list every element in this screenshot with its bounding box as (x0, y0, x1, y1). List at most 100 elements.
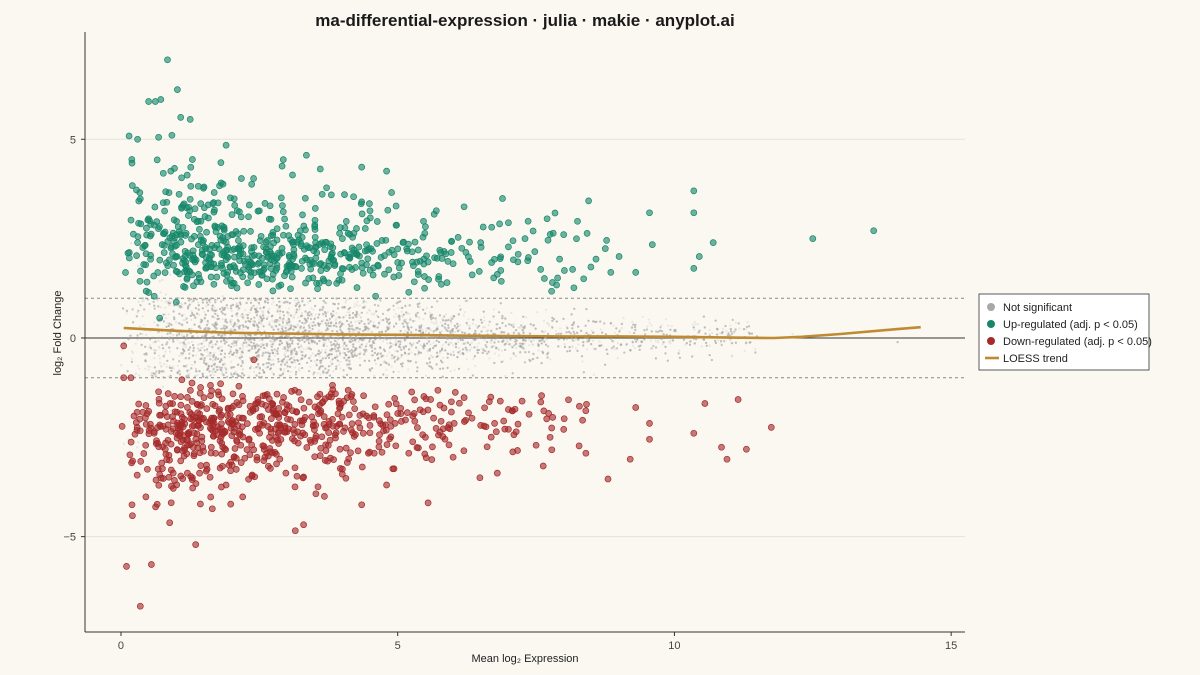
ns-point (233, 344, 236, 347)
ns-point (510, 311, 513, 315)
ns-point (213, 351, 216, 354)
ns-point (298, 308, 301, 311)
ns-point (230, 323, 233, 326)
ns-point (585, 297, 588, 301)
ns-point (190, 327, 193, 330)
ns-point (229, 348, 232, 351)
ns-point (216, 318, 219, 321)
ns-point (242, 315, 245, 318)
ns-point (223, 363, 226, 366)
ns-point (246, 327, 249, 330)
ns-point (483, 316, 486, 319)
ns-point (358, 356, 361, 360)
ns-point (197, 349, 200, 353)
ns-point (239, 357, 242, 360)
ns-point (438, 352, 441, 355)
ns-point (272, 340, 275, 343)
ns-point (252, 370, 256, 374)
ns-point (747, 331, 750, 334)
ns-point (509, 357, 512, 360)
ns-point (413, 319, 416, 323)
ns-point (393, 315, 396, 318)
ns-point (235, 344, 238, 347)
ns-point (360, 346, 363, 349)
ns-point (315, 362, 318, 365)
ns-point (448, 341, 451, 344)
ns-point (215, 308, 218, 311)
ns-point (322, 334, 325, 338)
ns-point (485, 330, 488, 333)
ns-point (302, 355, 305, 358)
ns-point (157, 324, 160, 327)
ns-point (317, 330, 320, 333)
ns-point (542, 331, 546, 334)
ns-point (280, 324, 284, 327)
ns-point (428, 328, 431, 331)
ns-point (246, 316, 249, 319)
ns-point (368, 308, 371, 311)
ns-point (252, 325, 256, 328)
ns-point (236, 322, 239, 325)
ns-point (271, 319, 274, 322)
ns-point (576, 332, 579, 335)
ns-point (281, 318, 284, 321)
ns-point (329, 364, 333, 367)
ns-point (654, 339, 657, 343)
ns-point (521, 326, 524, 329)
ns-point (349, 356, 353, 359)
ns-point (200, 346, 203, 349)
ns-point (248, 375, 251, 378)
ns-point (293, 337, 296, 340)
ns-point (355, 329, 358, 332)
ns-point (464, 300, 467, 303)
ns-point (180, 302, 183, 305)
ns-point (194, 367, 197, 370)
ns-point (631, 344, 634, 347)
ns-point (167, 301, 170, 304)
ns-point (141, 300, 144, 303)
ns-point (690, 339, 693, 342)
ns-point (194, 354, 197, 357)
ns-point (493, 345, 496, 348)
ns-point (483, 326, 486, 329)
ns-point (325, 302, 328, 305)
ns-point (299, 327, 302, 330)
ns-point (269, 340, 272, 343)
ns-point (249, 365, 252, 368)
ns-point (450, 321, 453, 324)
ns-point (255, 300, 258, 303)
ns-point (633, 346, 636, 350)
ns-point (244, 309, 247, 312)
ns-point (449, 370, 452, 373)
ns-point (458, 324, 461, 327)
ns-point (235, 348, 238, 351)
ns-point (298, 328, 301, 331)
ns-point (305, 348, 308, 351)
ns-point (457, 346, 461, 350)
ns-point (386, 342, 389, 345)
ns-point (462, 314, 465, 317)
ns-point (287, 313, 290, 316)
ns-point (272, 358, 275, 361)
ns-point (301, 298, 304, 301)
ns-point (273, 354, 276, 357)
ns-point (456, 356, 459, 359)
ns-point (298, 308, 301, 311)
ns-point (310, 330, 313, 333)
ns-point (196, 373, 199, 377)
ns-point (279, 318, 282, 321)
ns-point (188, 372, 191, 375)
ns-point (430, 336, 433, 339)
ns-point (370, 331, 374, 334)
ns-point (384, 330, 387, 333)
ns-point (392, 343, 395, 346)
ns-point (233, 321, 236, 324)
ns-point (377, 336, 380, 340)
ns-point (196, 347, 199, 350)
ns-point (586, 348, 589, 351)
ns-point (459, 349, 462, 352)
ns-point (327, 353, 330, 356)
ns-point (310, 314, 313, 317)
ns-point (344, 358, 347, 361)
ns-point (356, 300, 359, 303)
